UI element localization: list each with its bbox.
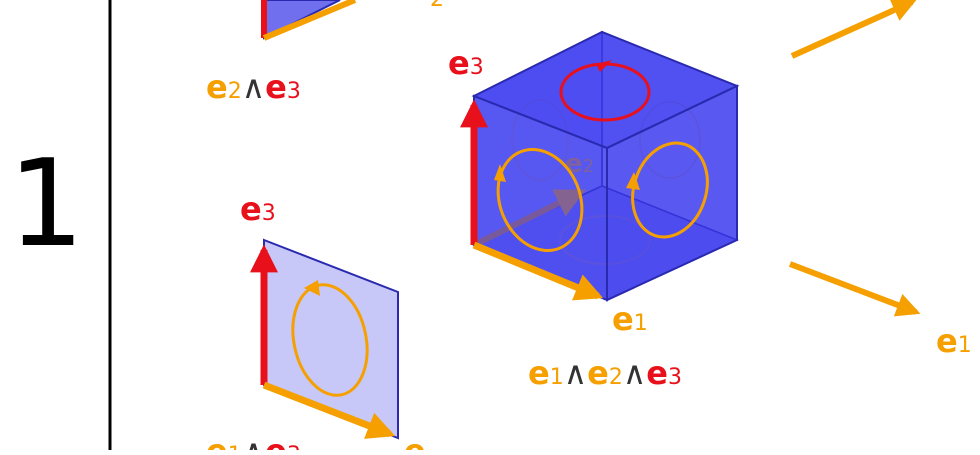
cube-e3-label: e3	[448, 44, 484, 82]
label-e1-wedge-e2-wedge-e3: e1∧e2∧e3	[528, 354, 682, 392]
cube-right-face	[606, 84, 738, 302]
cube-front-circulation	[496, 148, 584, 252]
right-e1-label: e1	[936, 322, 972, 360]
plane-e1-label-partial: e	[404, 432, 426, 450]
plane-e3-label: e3	[240, 190, 276, 228]
upper-right-arrow	[790, 0, 917, 59]
top-partial-index: 2	[430, 0, 444, 12]
cube-e1-arrow	[472, 241, 604, 301]
grade-label: 1	[8, 135, 84, 274]
bivector-e1-e3	[250, 238, 399, 440]
trivector-cube: e2	[460, 30, 740, 302]
cube-e1-label: e1	[612, 300, 648, 338]
label-e1-wedge-e3-partial: e1∧e3	[206, 432, 301, 450]
plane-e1-arrow	[262, 381, 396, 439]
lower-right-arrow	[788, 261, 921, 317]
label-e2-wedge-e3: e2∧e3	[206, 68, 301, 106]
bivector-e2-e3-top: 2	[261, 0, 444, 41]
